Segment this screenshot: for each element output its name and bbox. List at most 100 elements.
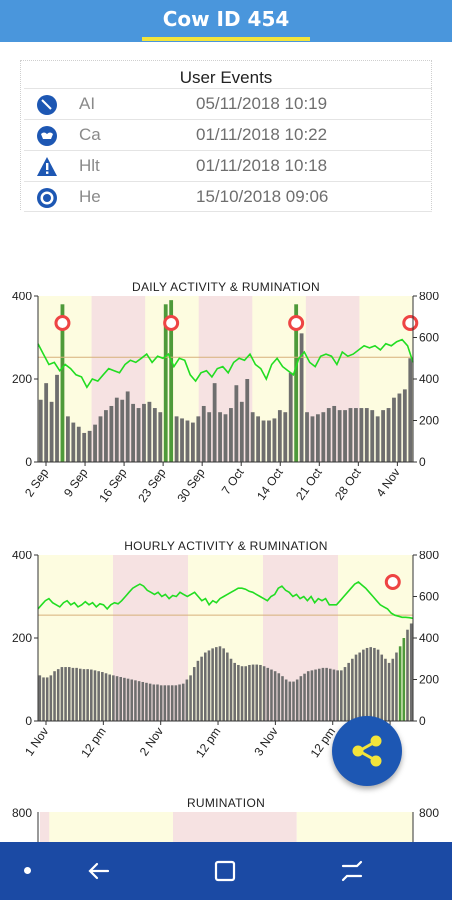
activity-bar [114,397,119,462]
activity-bar [45,677,49,721]
activity-bar [234,385,239,462]
y-tick-label-right: 600 [419,331,439,345]
activity-bar [223,414,228,462]
event-type: He [79,187,101,206]
activity-bar [218,646,222,721]
activity-bar [251,664,255,721]
activity-bar [97,671,100,721]
page-title: Cow ID 454 [162,7,290,31]
activity-bar [53,671,56,721]
band-heat [173,812,297,842]
x-tick-label: 23 Sep [135,465,168,504]
activity-bar [229,408,233,462]
share-button[interactable] [332,716,402,786]
activity-bar [406,629,409,721]
activity-bar [288,681,292,721]
activity-bar [397,393,402,462]
activity-bar [328,668,332,721]
x-tick-label: 1 Nov [22,725,51,759]
activity-bar [321,412,326,462]
activity-bar [163,304,168,462]
band-heat [40,812,52,842]
heat-marker [163,315,180,331]
activity-bar [239,401,244,462]
activity-bar [259,664,262,721]
activity-bar [192,667,196,721]
activity-bar [240,666,244,721]
activity-bar [233,662,236,721]
activity-bar [178,684,181,721]
activity-bar [49,675,53,721]
switch-icon[interactable] [337,856,367,886]
activity-bar [262,666,266,721]
activity-bar [38,675,42,721]
activity-bar [71,667,75,721]
activity-bar [112,675,115,721]
activity-bar [337,410,342,462]
activity-bar [196,416,201,462]
activity-bar [332,405,337,462]
activity-bar [196,660,200,721]
daily-activity-rumination-chart[interactable]: 0 200 400 0 200 400 600 800 2 Sep 9 Sep 16 Sep 23 S… [0,292,452,522]
back-icon[interactable] [84,856,114,886]
activity-bar [354,408,358,462]
activity-bar [169,300,174,462]
recents-icon[interactable] [210,856,240,886]
heat-marker [288,315,305,331]
user-events-title: User Events [179,68,273,87]
heat-marker [54,315,71,331]
event-datetime: 15/10/2018 09:06 [196,187,329,206]
activity-bar [120,399,125,462]
panel-border-right [431,60,432,210]
activity-bar [295,679,299,721]
activity-bar [167,685,170,721]
activity-bar [402,389,407,462]
event-row[interactable]: AI 05/11/2018 10:19 [24,88,432,119]
y-tick-label-left: 200 [12,372,32,386]
y-tick-label-right: 600 [419,590,439,604]
activity-bar [294,304,299,462]
event-row[interactable]: Ca 01/11/2018 10:22 [24,119,432,150]
activity-bar [56,669,60,721]
activity-bar [141,681,145,721]
activity-bar [108,674,111,721]
activity-bar [270,669,273,721]
activity-bar [365,647,369,721]
activity-bar [104,410,108,462]
y-tick-label-right: 800 [419,551,439,562]
activity-bar [82,669,86,721]
activity-bar [211,648,214,721]
hourly-activity-rumination-chart[interactable]: 0 200 400 0 200 400 600 800 1 Nov 12 pm 2 Nov 12 pm… [0,551,452,781]
dot-icon[interactable] [24,867,31,874]
activity-bar [42,677,45,721]
y-tick-label-right: 0 [419,455,426,469]
event-row[interactable]: He 15/10/2018 09:06 [24,181,432,212]
activity-bar [86,669,89,721]
rumination-chart[interactable]: 800 800 [0,808,452,842]
band-normal [49,812,173,842]
activity-bar [358,652,361,721]
y-tick-label-right: 200 [419,673,439,687]
activity-bar [207,412,212,462]
activity-bar [49,401,54,462]
activity-bar [170,685,174,721]
health-warning-icon [37,157,57,176]
hourly-chart-title: HOURLY ACTIVITY & RUMINATION [124,539,328,553]
activity-bar [125,391,130,462]
activity-bar [134,680,137,721]
activity-bar [299,676,303,721]
activity-bar [386,408,391,462]
activity-bar [347,662,350,721]
y-tick-label-right: 800 [419,292,439,303]
activity-bar [147,401,152,462]
event-row[interactable]: Hlt 01/11/2018 10:18 [24,150,432,181]
y-tick-label-left: 0 [25,714,32,728]
activity-bar [44,383,49,462]
activity-bar [267,420,271,462]
activity-bar [310,416,315,462]
user-events-panel: User Events AI 05/11/2018 10:19 Ca 01/11… [20,60,432,217]
activity-bar [189,675,192,721]
x-tick-label: 12 pm [193,725,224,760]
activity-bar [181,683,185,721]
activity-bar [200,656,203,721]
